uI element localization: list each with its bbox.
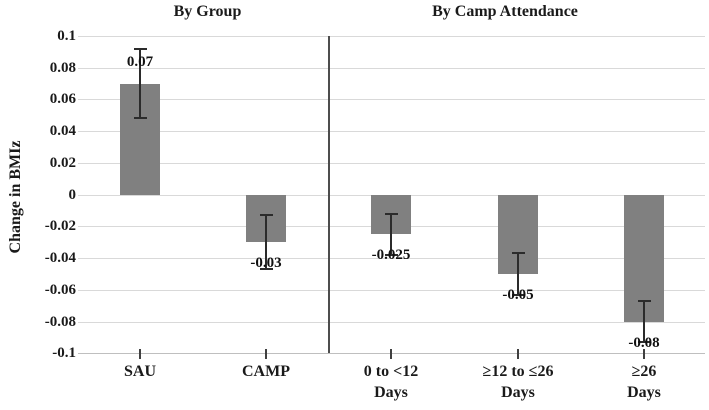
y-tick-label: 0.08 (49, 59, 76, 76)
error-bar-cap-top (637, 299, 651, 302)
x-axis-tick (643, 348, 645, 359)
gridline (78, 99, 705, 101)
error-bar-line (643, 300, 645, 343)
x-category-label: CAMP (242, 363, 290, 380)
y-tick-label: 0.06 (49, 91, 76, 108)
section-title-by-group: By Group (173, 3, 242, 20)
x-category-label: SAU (123, 363, 156, 380)
error-bar-cap-bottom (637, 341, 651, 344)
gridline (78, 258, 705, 260)
bar-value-label: -0.05 (502, 286, 534, 303)
bar-value-label: -0.03 (250, 255, 282, 272)
error-bar-line (517, 253, 519, 295)
gridline (78, 289, 705, 291)
bar-value-label: -0.025 (371, 247, 411, 264)
error-bar-cap-top (511, 252, 525, 255)
gridline (78, 321, 705, 323)
gridline (78, 131, 705, 133)
error-bar-line (139, 48, 141, 119)
bar-value-label: -0.08 (628, 334, 660, 351)
error-bar-cap-top (384, 212, 398, 215)
x-category-label: 0 to <12 Days (363, 363, 419, 401)
section-title-by-camp-attendance: By Camp Attendance (432, 3, 578, 20)
x-category-label: ≥12 to ≤26 Days (482, 363, 554, 401)
y-tick-label: -0.04 (44, 250, 76, 267)
error-bar-cap-top (259, 214, 273, 217)
error-bar-cap-bottom (511, 293, 525, 296)
y-tick-label: -0.08 (44, 313, 76, 330)
y-axis-title: Change in BMIz (7, 140, 24, 254)
x-axis-tick (265, 348, 267, 359)
y-tick-label: -0.06 (44, 281, 76, 298)
error-bar-cap-bottom (133, 117, 147, 120)
x-axis-tick (517, 348, 519, 359)
y-tick-label: 0 (68, 186, 77, 203)
bar-value-label: 0.07 (126, 53, 154, 70)
y-tick-label: 0.04 (49, 123, 76, 140)
error-bar-cap-bottom (384, 253, 398, 256)
y-tick-label: 0.02 (49, 154, 76, 171)
gridline (78, 162, 705, 164)
x-axis-tick (390, 348, 392, 359)
gridline (78, 67, 705, 69)
x-axis-tick (139, 348, 141, 359)
error-bar-cap-top (133, 47, 147, 50)
y-tick-label: 0.1 (57, 28, 76, 44)
y-tick-label: -0.1 (52, 345, 76, 362)
x-category-label: ≥26 Days (627, 363, 661, 401)
y-tick-label: -0.02 (44, 218, 76, 235)
gridline (78, 36, 705, 37)
error-bar-line (390, 213, 392, 255)
error-bar-line (265, 215, 267, 270)
section-divider-line (328, 36, 330, 354)
error-bar-cap-bottom (259, 268, 273, 271)
